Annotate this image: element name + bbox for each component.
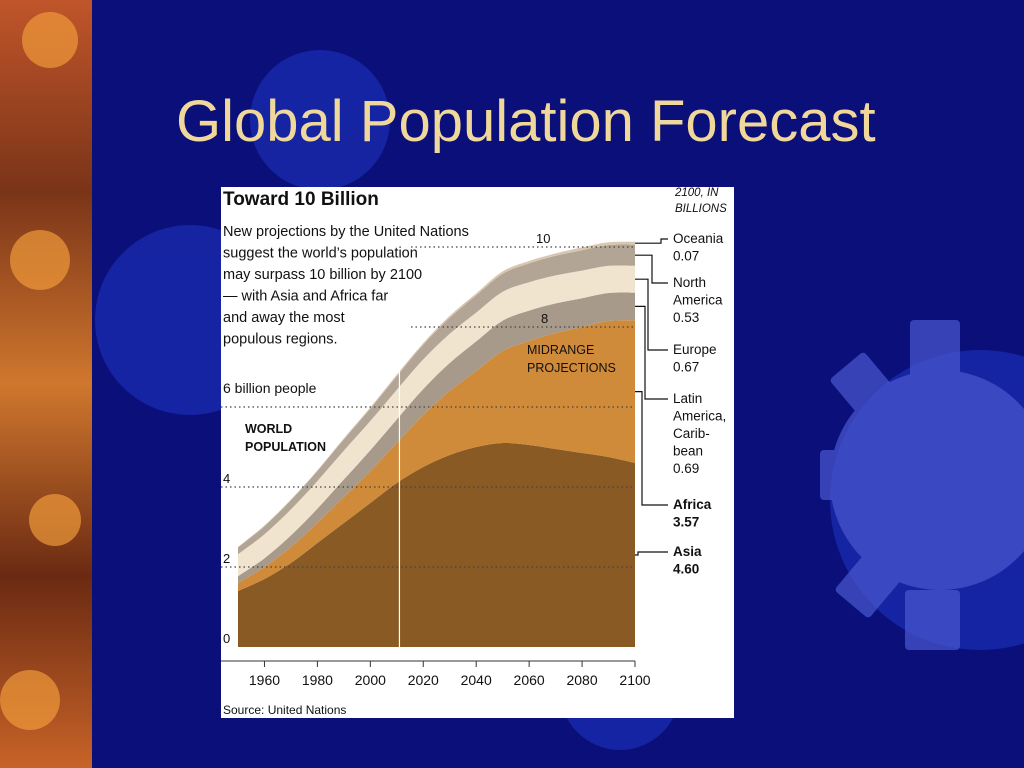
chart-title: Toward 10 Billion [223,189,379,210]
legend-leader-line [635,305,668,400]
x-tick-label: 1960 [249,672,280,688]
legend-leader-line [635,278,668,351]
chart-legend: Oceania 0.07 North America 0.53 Europe 0.67 Lat… [635,231,726,577]
legend-entry-text: 0.53 [673,310,699,325]
chart-areas [238,241,635,647]
description-line: and away the most [223,310,345,326]
legend-entry-text: Oceania [673,231,724,246]
description-line: — with Asia and Africa far [223,289,388,305]
y-tick-label: 4 [223,471,230,486]
world-population-label: WORLD POPULATION [245,422,326,454]
y-axis-ticks: 0 2 4 8 10 [223,231,550,646]
legend-leader-line [635,391,668,506]
legend-header: 2100, IN BILLIONS [674,187,727,215]
legend-entry-text: 0.07 [673,249,699,264]
legend-header-text: 2100, IN [674,187,719,199]
legend-entry-text: 0.69 [673,461,699,476]
decorative-strip [0,0,92,768]
six-billion-label: 6 billion people [223,380,317,396]
legend-entry-text: 4.60 [673,562,699,577]
legend-entry-text: America [673,293,723,308]
area-europe [238,265,635,577]
area-africa [238,320,635,591]
x-tick-label: 2040 [461,672,492,688]
description-line: suggest the world’s population [223,246,418,262]
area-asia [238,442,635,647]
legend-entry-text: Carib- [673,426,710,441]
world-population-text: POPULATION [245,440,326,454]
x-tick-label: 2020 [408,672,439,688]
legend-entry-text: 0.67 [673,360,699,375]
y-tick-label: 8 [541,311,548,326]
y-tick-label: 0 [223,631,230,646]
legend-leader-line [635,551,668,556]
gear-decoration-icon [820,320,1024,650]
legend-entry-text: Europe [673,342,717,357]
x-tick-label: 2100 [619,672,650,688]
description-line: populous regions. [223,332,337,348]
x-axis-ticks: 1960 1980 2000 2020 2040 2060 2080 2100 [249,661,651,688]
projection-text: PROJECTIONS [527,361,616,375]
legend-entry-text: bean [673,444,703,459]
chart-description: New projections by the United Nations sug… [223,224,469,348]
legend-leader-line [635,238,668,244]
legend-entry-text: Latin [673,391,702,406]
y-tick-label: 10 [536,231,550,246]
legend-header-text: BILLIONS [675,203,727,215]
x-tick-label: 2000 [355,672,386,688]
description-line: may surpass 10 billion by 2100 [223,267,422,283]
projection-text: MIDRANGE [527,343,594,357]
midrange-projections-label: MIDRANGE PROJECTIONS [527,343,616,375]
x-tick-label: 2080 [566,672,597,688]
legend-entry-text: North [673,275,706,290]
legend-entry-text: Asia [673,544,702,559]
x-tick-label: 2060 [514,672,545,688]
world-population-text: WORLD [245,422,292,436]
legend-entry-text: 3.57 [673,515,699,530]
legend-leader-line [635,254,668,284]
y-tick-label: 2 [223,551,230,566]
gear-decoration-icon [0,12,81,730]
source-note: Source: United Nations [223,703,346,717]
chart-gridlines [221,246,635,568]
description-line: New projections by the United Nations [223,224,469,240]
legend-entry-text: America, [673,409,726,424]
x-tick-label: 1980 [302,672,333,688]
slide-title: Global Population Forecast [176,89,876,154]
legend-entry-text: Africa [673,497,712,512]
area-latin-america-carib-bean [238,292,635,583]
